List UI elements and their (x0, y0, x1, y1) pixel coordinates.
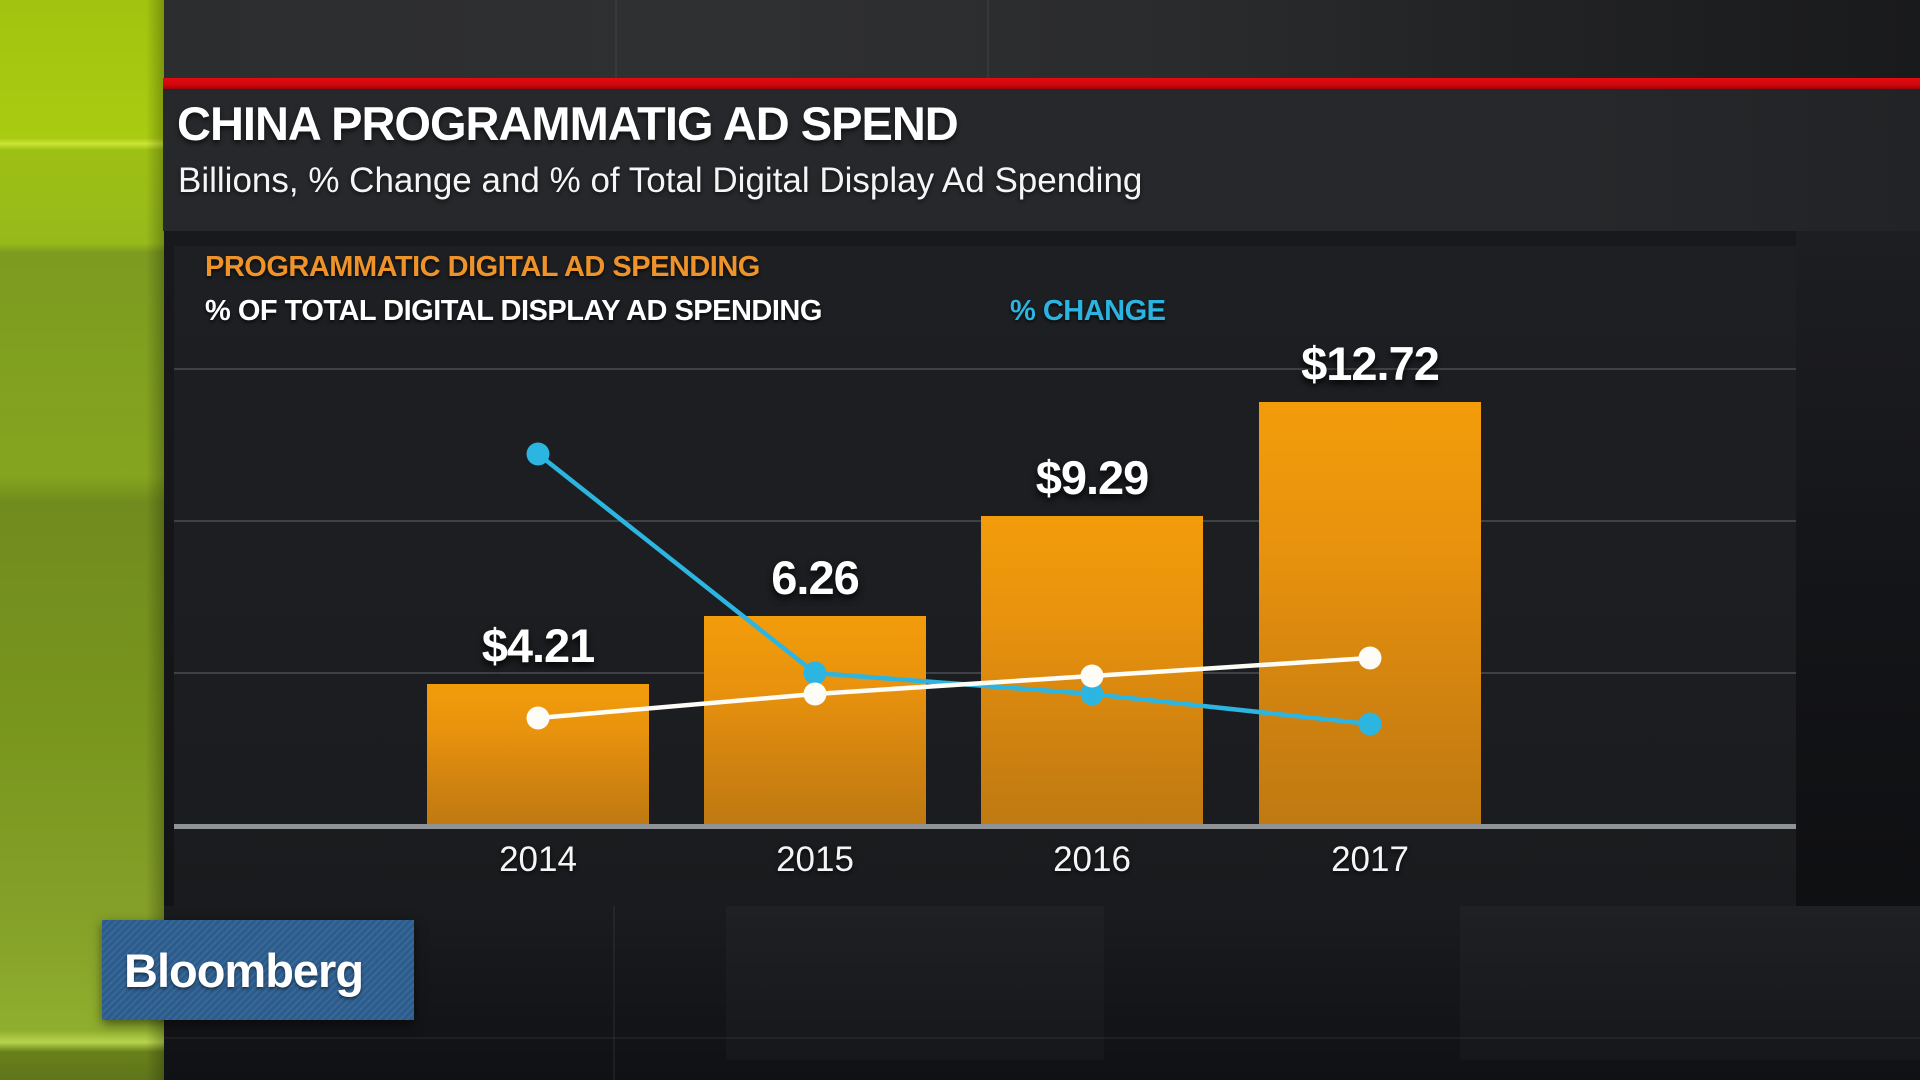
white-data-point-2014 (526, 706, 550, 730)
red-accent-bar (163, 78, 1920, 89)
x-axis-label: 2016 (1053, 840, 1131, 879)
cyan-data-point-2016 (1080, 682, 1104, 706)
bar-2015 (704, 616, 926, 824)
legend-bar-series: PROGRAMMATIC DIGITAL AD SPENDING (205, 251, 760, 283)
cyan-data-point-2015 (803, 661, 827, 685)
green-sidebar (0, 0, 164, 1080)
backdrop-seam (164, 1037, 1920, 1039)
x-axis-label: 2015 (776, 840, 854, 879)
headline-panel: CHINA PROGRAMMATIG AD SPEND Billions, % … (163, 89, 1920, 231)
backdrop-seam (613, 906, 615, 1080)
bloomberg-logo-text: Bloomberg (124, 943, 364, 997)
white-data-point-2015 (803, 682, 827, 706)
white-data-point-2017 (1358, 646, 1382, 670)
green-sidebar-shade (146, 0, 164, 1080)
bar-value-label: $9.29 (1035, 450, 1150, 504)
legend-cyan-line: % CHANGE (1010, 295, 1166, 327)
backdrop-seam (615, 0, 617, 78)
white-data-point-2016 (1080, 664, 1104, 688)
bloomberg-logo: Bloomberg (102, 920, 414, 1020)
chart-subtitle: Billions, % Change and % of Total Digita… (178, 161, 1143, 200)
x-axis-label: 2017 (1331, 840, 1409, 879)
bar-value-label: $12.72 (1301, 336, 1440, 390)
bar-value-label: 6.26 (771, 551, 859, 605)
studio-backdrop-top (0, 0, 1920, 78)
backdrop-seam (987, 0, 989, 78)
x-axis-line (174, 824, 1796, 829)
cyan-data-point-2017 (1358, 712, 1382, 736)
chart-title: CHINA PROGRAMMATIG AD SPEND (177, 97, 959, 150)
x-axis-label: 2014 (499, 840, 577, 879)
bar-value-label: $4.21 (481, 619, 596, 673)
cyan-data-point-2014 (526, 442, 550, 466)
white-share-line (535, 655, 1373, 721)
studio-backdrop-bottom (164, 906, 1920, 1080)
bar-2017 (1259, 401, 1481, 824)
legend-white-line: % OF TOTAL DIGITAL DISPLAY AD SPENDING (205, 295, 822, 327)
chart-gridline (174, 368, 1796, 370)
